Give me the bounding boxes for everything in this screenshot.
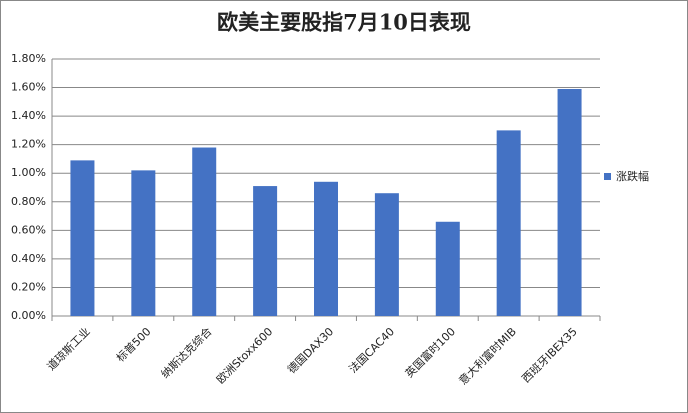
legend-label: 涨跌幅 <box>616 169 649 183</box>
bar <box>192 147 217 316</box>
y-tick-label: 1.60% <box>11 81 46 94</box>
bar <box>496 130 521 316</box>
y-tick-label: 0.60% <box>11 223 46 236</box>
bar <box>253 186 278 316</box>
bar <box>70 160 95 316</box>
y-tick-label: 0.40% <box>11 252 46 265</box>
bar <box>435 221 460 316</box>
y-tick-label: 1.00% <box>11 166 46 179</box>
bar <box>131 170 156 316</box>
bar <box>374 193 399 316</box>
y-tick-label: 1.20% <box>11 138 46 151</box>
chart-title: 欧美主要股指7月10日表现 <box>217 10 471 35</box>
y-tick-label: 1.40% <box>11 109 46 122</box>
y-tick-label: 1.80% <box>11 52 46 65</box>
bar <box>557 88 582 316</box>
y-tick-label: 0.20% <box>11 280 46 293</box>
bar <box>314 181 338 316</box>
legend-swatch <box>604 173 611 180</box>
y-tick-label: 0.00% <box>11 309 46 322</box>
y-tick-label: 0.80% <box>11 195 46 208</box>
